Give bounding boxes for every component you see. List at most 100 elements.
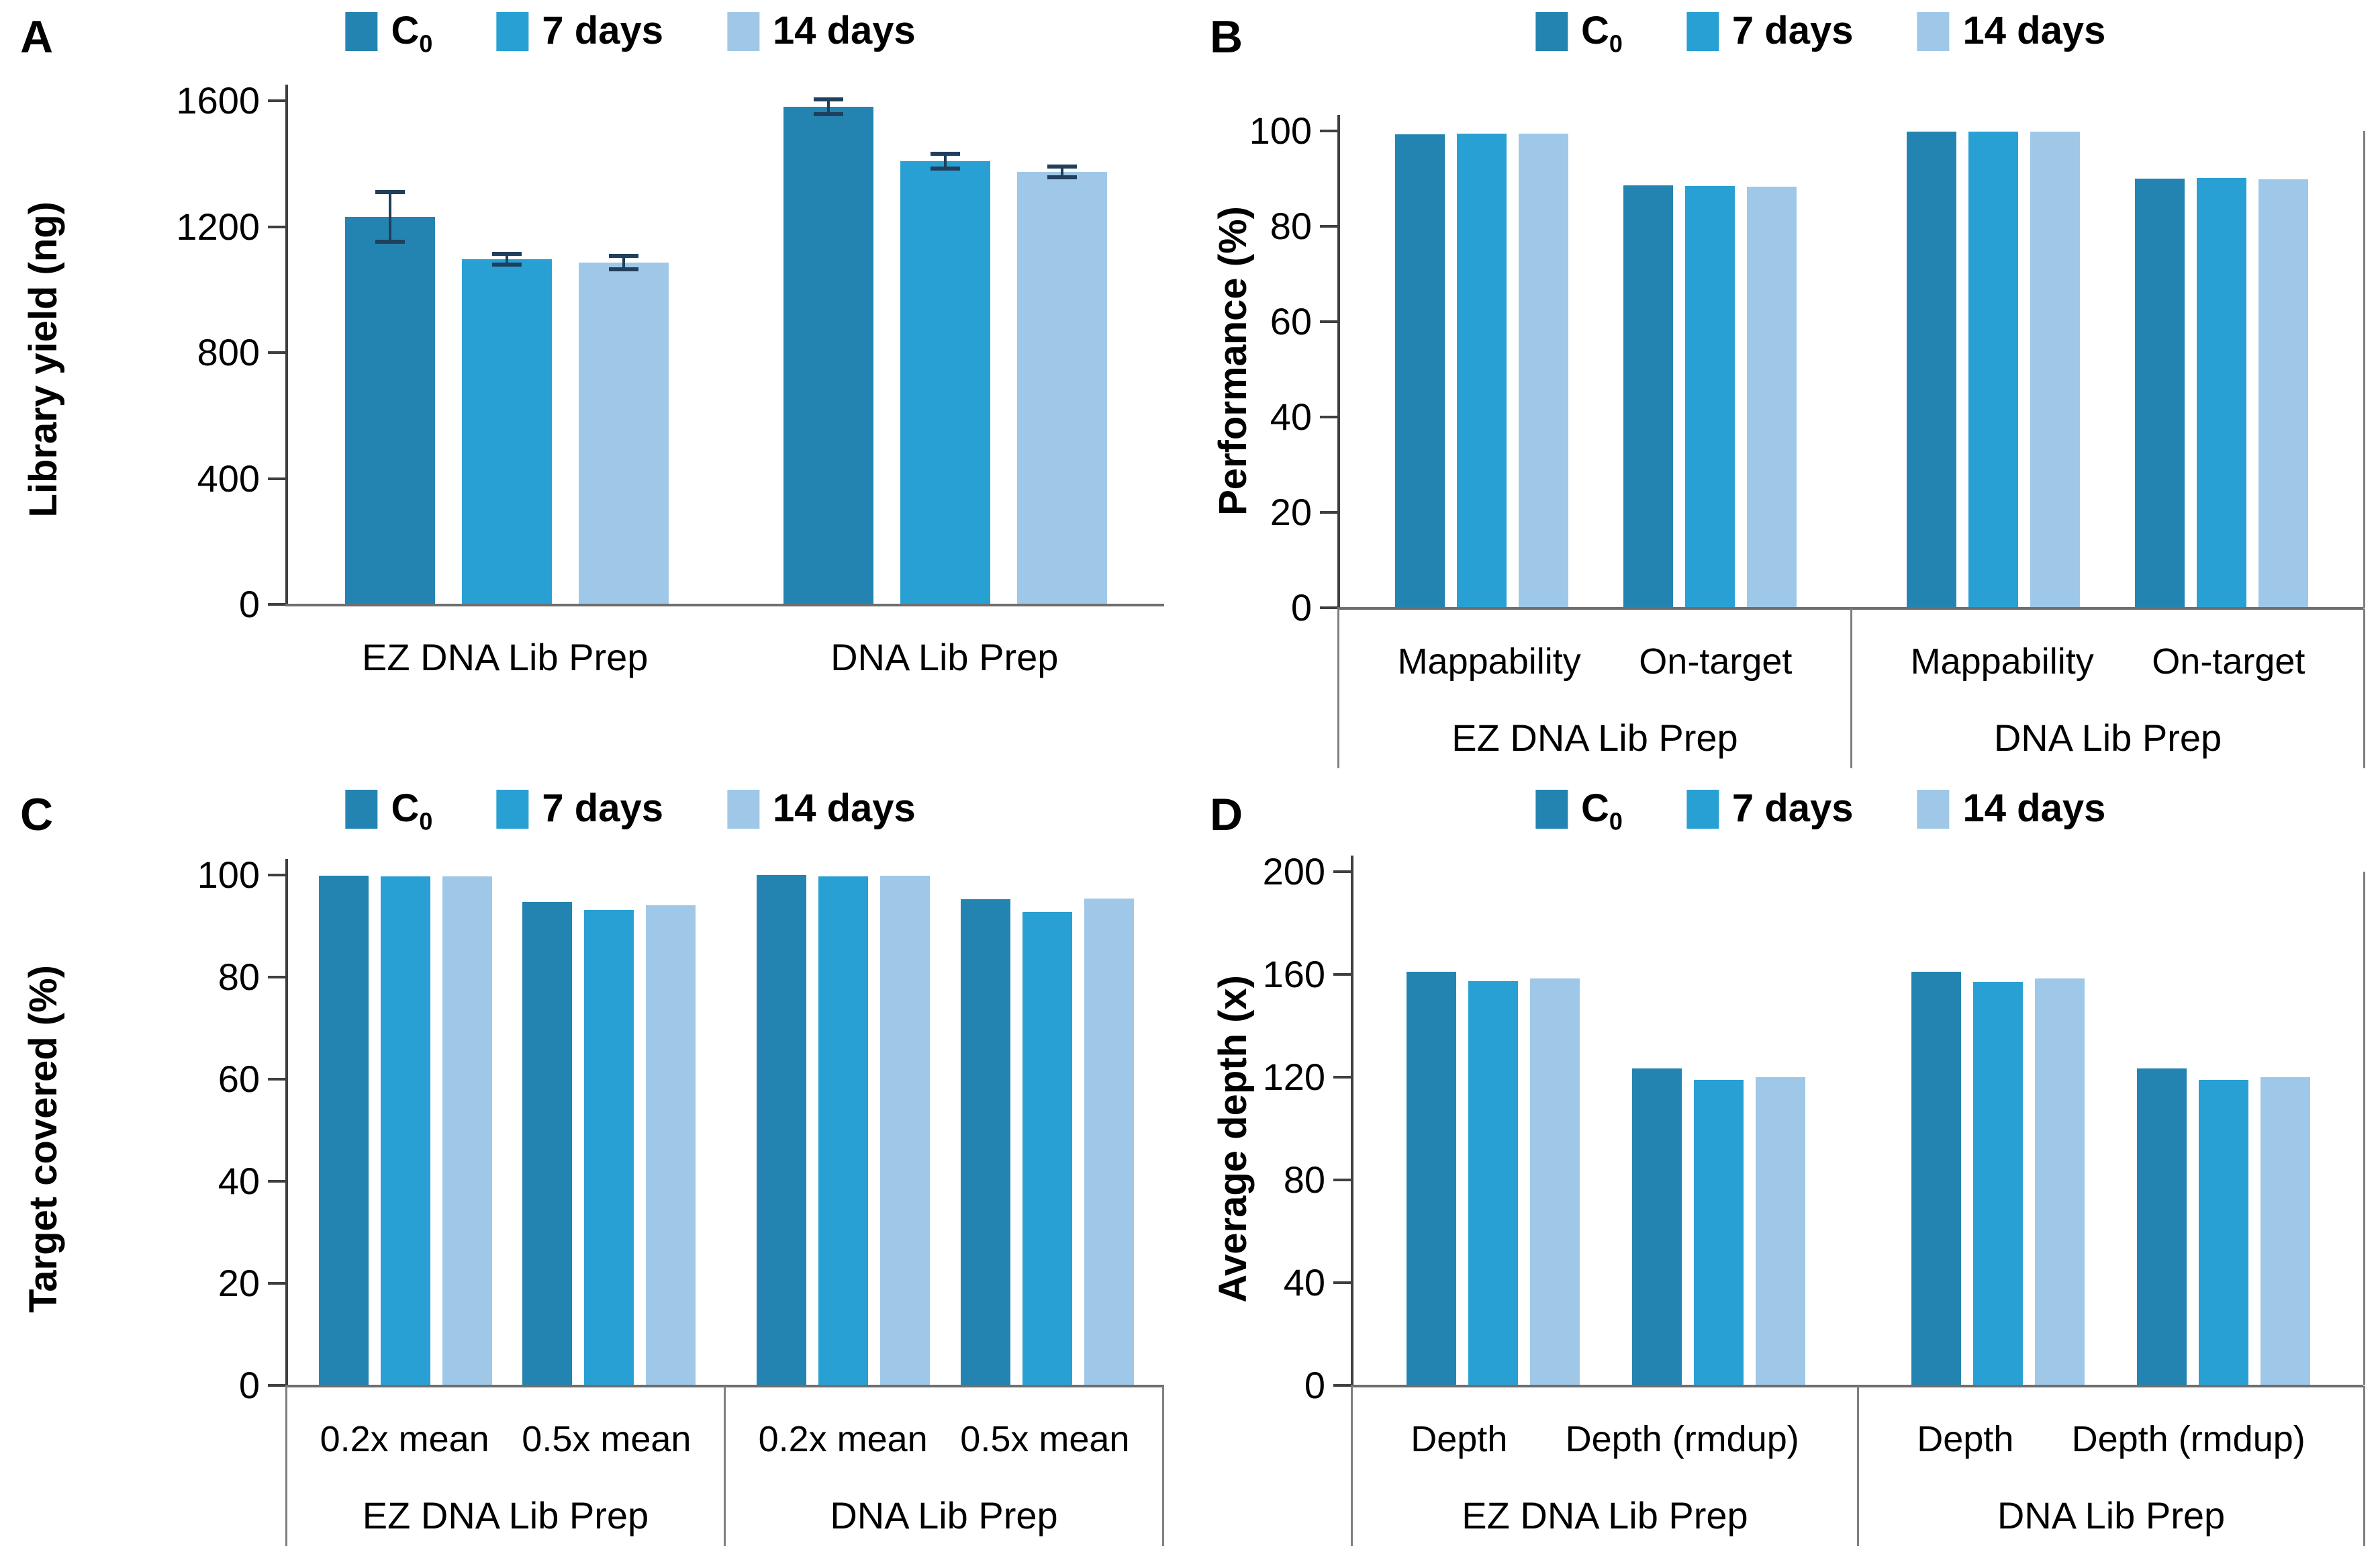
- error-bar-cap-top: [492, 251, 522, 256]
- bar-cluster: [1406, 972, 1580, 1385]
- legend-label: 7 days: [542, 786, 663, 830]
- y-tick-label: 40: [1270, 396, 1312, 438]
- y-tick-mark: [268, 874, 285, 876]
- bar: [1911, 972, 1961, 1385]
- legend-label: C0: [391, 9, 433, 58]
- x-group-label: EZ DNA Lib Prep: [1451, 717, 1738, 759]
- plot-b: 0 20 40 60 80 100: [1249, 112, 2365, 627]
- legend-swatch-days7: [496, 12, 529, 51]
- bar-slot: [1968, 131, 2018, 608]
- legend-item: C0: [345, 786, 433, 835]
- bar: [1016, 172, 1107, 604]
- y-tick-label: 200: [1262, 850, 1325, 893]
- legend-swatch-c0: [345, 790, 378, 829]
- y-tick-label: 1200: [176, 205, 260, 248]
- bar: [646, 905, 696, 1385]
- y-tick-label: 80: [1283, 1158, 1325, 1201]
- y-tick-label: 80: [1270, 205, 1312, 247]
- bar: [318, 875, 369, 1385]
- bar-cluster: [1623, 185, 1797, 608]
- y-tick-mark: [1333, 973, 1351, 976]
- category-label-row: Depth Depth (rmdup): [1859, 1418, 2363, 1460]
- legend-label: C0: [1581, 9, 1623, 58]
- bar-slot: [522, 902, 572, 1385]
- x-group-label: DNA Lib Prep: [1993, 717, 2222, 759]
- y-tick-label: 60: [1270, 300, 1312, 342]
- bar-slot: [1623, 185, 1673, 608]
- x-group-cell: Depth Depth (rmdup) EZ DNA Lib Prep: [1353, 1386, 1859, 1546]
- legend-label: C0: [1581, 786, 1623, 835]
- y-axis-title-d: Average depth (x): [1210, 974, 1255, 1303]
- bar: [818, 876, 868, 1385]
- y-tick-mark: [1320, 320, 1337, 323]
- bar: [1457, 133, 1507, 608]
- y-tick-label: 20: [218, 1262, 260, 1304]
- plot-c: 0 20 40 60 80 100: [197, 856, 1165, 1404]
- y-tick-label: 160: [1262, 953, 1325, 995]
- panel-letter-b: B: [1210, 11, 1243, 62]
- bar-cluster: [318, 875, 492, 1385]
- bar: [2135, 179, 2185, 608]
- y-tick-label: 120: [1262, 1056, 1325, 1098]
- bar-slot: [2199, 1079, 2249, 1385]
- bar-slot: [1395, 134, 1445, 608]
- bar: [522, 902, 572, 1385]
- y-tick-label: 100: [1249, 109, 1312, 152]
- bar: [1756, 1077, 1806, 1385]
- bar: [1747, 187, 1797, 608]
- x-label-box: Mappability On-target EZ DNA Lib Prep Mappa…: [1337, 608, 2365, 768]
- error-bar-cap-bottom: [813, 112, 843, 117]
- bar: [960, 899, 1010, 1385]
- bar-slot: [1907, 132, 1956, 608]
- bar-slot: [2030, 132, 2080, 608]
- y-tick-label: 80: [218, 956, 260, 998]
- y-tick-mark: [268, 477, 285, 480]
- y-axis-title-b: Performance (%): [1210, 206, 1255, 516]
- bar-slot: [1529, 978, 1580, 1385]
- bar: [584, 909, 634, 1385]
- category-label: 0.2x mean: [320, 1419, 489, 1459]
- y-tick-mark: [268, 1282, 285, 1285]
- y-tick-mark: [1333, 1281, 1351, 1284]
- legend-swatch-days7: [1686, 790, 1719, 829]
- legend-label: C0: [391, 786, 433, 835]
- bar: [2258, 179, 2308, 608]
- legend-item: 14 days: [1917, 786, 2106, 830]
- panel-c: C C0 7 days 14 days Target covered (%) 0 20…: [0, 778, 1190, 1556]
- bars-layer: [288, 97, 1164, 604]
- legend-swatch-days14: [726, 12, 759, 51]
- bar-group: [288, 101, 726, 604]
- bar: [1519, 134, 1568, 608]
- x-group-label: DNA Lib Prep: [1997, 1494, 2226, 1537]
- bar: [880, 875, 930, 1385]
- legend-c: C0 7 days 14 days: [345, 786, 916, 835]
- error-bar-cap-bottom: [930, 167, 960, 171]
- bar-slot: [1756, 1077, 1806, 1385]
- bar-slot: [1632, 1068, 1682, 1385]
- y-tick-mark: [1333, 1179, 1351, 1181]
- legend-label: 14 days: [1962, 786, 2106, 830]
- bar: [757, 875, 806, 1385]
- legend-item: C0: [1535, 787, 1623, 835]
- bar-slot: [2135, 179, 2185, 608]
- bar: [1694, 1079, 1744, 1385]
- bar: [462, 259, 553, 604]
- y-tick-label: 1600: [176, 79, 260, 122]
- bar: [1972, 982, 2023, 1385]
- bar-group: [726, 875, 1165, 1385]
- category-label-row: 0.2x mean 0.5x mean: [726, 1418, 1162, 1460]
- bar-slot: [318, 875, 369, 1385]
- bar: [2137, 1068, 2187, 1385]
- bar-slot: [442, 876, 492, 1385]
- x-group-cell: Mappability On-target DNA Lib Prep: [1852, 608, 2365, 768]
- panel-letter-d: D: [1210, 789, 1243, 840]
- legend-item: 14 days: [726, 9, 916, 52]
- bar-slot: [818, 876, 868, 1385]
- bar-slot: [2137, 1068, 2187, 1385]
- y-tick-mark: [1333, 1076, 1351, 1079]
- y-tick-mark: [268, 1078, 285, 1081]
- legend-d: C0 7 days 14 days: [1535, 787, 2105, 835]
- bar-slot: [1519, 134, 1568, 608]
- legend-b: C0 7 days 14 days: [1535, 9, 2105, 57]
- y-tick-mark: [268, 99, 285, 102]
